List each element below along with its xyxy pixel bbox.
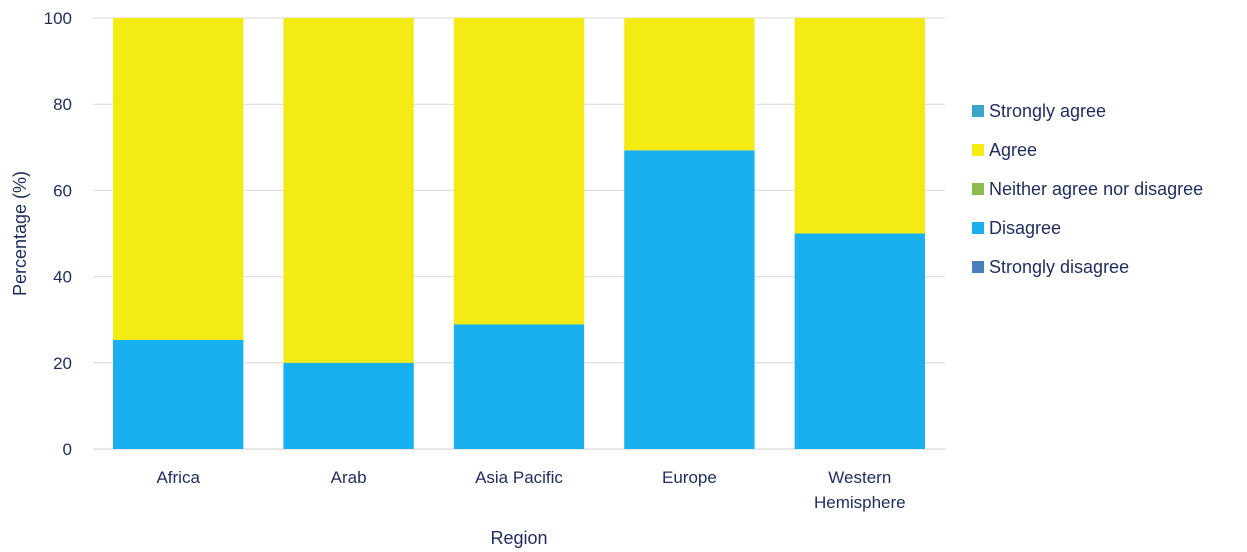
y-tick-label: 80: [53, 95, 72, 114]
y-axis-ticks: 0 20 40 60 80 100: [44, 9, 72, 459]
bars: [113, 18, 925, 449]
legend-label: Strongly agree: [989, 101, 1106, 121]
legend-label: Strongly disagree: [989, 257, 1129, 277]
x-tick-label: Europe: [662, 468, 717, 487]
bar-disagree-1: [283, 362, 414, 449]
x-tick-label: Western: [828, 468, 891, 487]
bar-agree-0: [113, 18, 244, 340]
y-tick-label: 0: [63, 440, 72, 459]
y-axis-title: Percentage (%): [10, 171, 30, 296]
bar-agree-3: [624, 18, 755, 151]
x-tick-label: Africa: [156, 468, 200, 487]
legend-label: Disagree: [989, 218, 1061, 238]
x-axis-ticks: Africa Arab Asia Pacific Europe Western Hemis…: [156, 468, 905, 512]
bar-agree-2: [453, 18, 585, 325]
y-tick-label: 60: [53, 181, 72, 200]
y-tick-label: 40: [53, 268, 72, 287]
x-tick-label: Arab: [331, 468, 367, 487]
bar-disagree-3: [624, 150, 755, 449]
legend: Strongly agree Agree Neither agree nor dis…: [972, 101, 1203, 277]
bar-disagree-0: [113, 339, 244, 449]
x-tick-label: Asia Pacific: [475, 468, 563, 487]
bar-disagree-4: [794, 233, 925, 449]
y-tick-label: 100: [44, 9, 72, 28]
legend-swatch: [972, 222, 984, 234]
legend-label: Agree: [989, 140, 1037, 160]
bar-agree-4: [794, 18, 925, 234]
legend-swatch: [972, 183, 984, 195]
legend-swatch: [972, 105, 984, 117]
legend-label: Neither agree nor disagree: [989, 179, 1203, 199]
bar-disagree-2: [453, 324, 585, 449]
y-tick-label: 20: [53, 354, 72, 373]
x-axis-title: Region: [490, 528, 547, 548]
legend-swatch: [972, 144, 984, 156]
bar-agree-1: [283, 18, 414, 363]
legend-swatch: [972, 261, 984, 273]
x-tick-label: Hemisphere: [814, 493, 906, 512]
